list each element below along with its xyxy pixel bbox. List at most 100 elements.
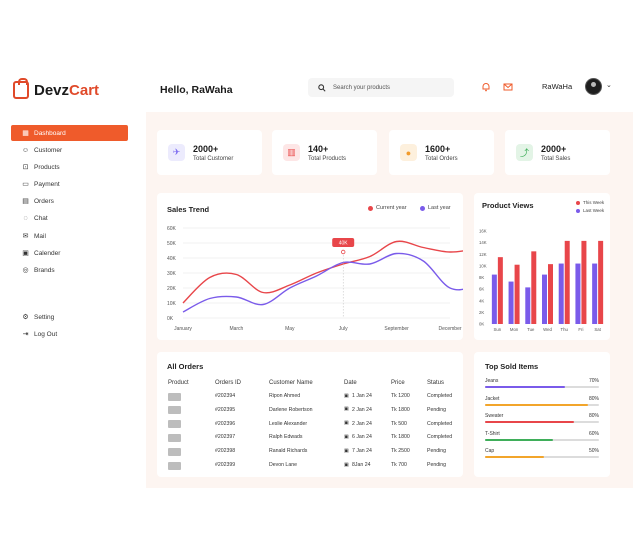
stat-card-sales[interactable]: ⤴ 2000+ Total Sales [505,130,610,175]
calendar-icon: ▣ [344,461,349,468]
progress-track [485,456,599,458]
x-tick-label: Tue [527,327,535,332]
sidebar-item-products[interactable]: ⊡ Products [11,159,128,175]
order-status: Completed [427,393,453,399]
legend-swatch [576,208,580,213]
top-sold-item[interactable]: Sweater 80% [485,413,599,423]
order-price: Tk 500 [391,420,407,427]
customer-name: Ranald Richards [269,448,308,455]
mail-icon[interactable] [503,82,513,92]
stat-card-products[interactable]: ▥ 140+ Total Products [272,130,377,175]
top-sold-item[interactable]: Jeans 70% [485,378,599,388]
sidebar-item-logout[interactable]: ⇥ Log Out [11,326,128,342]
order-price: Tk 1800 [391,406,410,413]
y-tick-label: 2K [479,310,484,315]
gear-icon: ⚙ [22,313,29,321]
x-tick-label: September [384,326,409,332]
sales-trend-card [157,193,463,340]
progress-track [485,386,599,388]
bar-this-week[interactable] [531,251,537,324]
bar-last-week[interactable] [508,281,514,324]
x-tick-label: May [285,326,295,332]
bar-this-week[interactable] [598,240,604,324]
y-tick-label: 0K [479,322,484,327]
sidebar-item-calender[interactable]: ▣ Calender [11,245,128,261]
calendar-icon: ▣ [344,433,349,440]
y-tick-label: 8K [479,275,484,280]
item-percent: 70% [588,378,599,384]
bar-this-week[interactable] [564,240,570,324]
bar-last-week[interactable] [575,263,581,324]
sales-trend-chart[interactable]: 0K 10K 20K 30K 40K 50K 60K January March May July S… [157,193,463,340]
sidebar-item-orders[interactable]: ▤ Orders [11,194,128,210]
stat-label: Total Sales [541,155,571,162]
bar-last-week[interactable] [592,263,598,324]
item-name: T-Shirt [485,430,500,437]
card-icon: ▭ [22,181,29,189]
top-sold-title: Top Sold Items [485,362,539,371]
sidebar-item-dashboard[interactable]: ▦ Dashboard [11,125,128,141]
legend-current-year: Current year [368,205,407,211]
sidebar-item-mail[interactable]: ✉ Mail [11,228,128,244]
calendar-icon: ▣ [344,447,349,454]
y-tick-label: 4K [479,298,484,303]
sidebar-item-customer[interactable]: ☺ Customer [11,142,128,158]
order-date: 6 Jan 24 [352,434,372,441]
bar-this-week[interactable] [497,257,503,324]
order-id: #202398 [215,448,236,455]
sidebar-item-setting[interactable]: ⚙ Setting [11,309,128,325]
search-bar[interactable]: Search your products [308,78,454,97]
sidebar-item-payment[interactable]: ▭ Payment [11,177,128,193]
sidebar-item-label: Mail [34,232,46,240]
users-icon: ☺ [21,146,30,154]
bar-this-week[interactable] [548,264,553,324]
stat-card-orders[interactable]: ● 1600+ Total Orders [389,130,494,175]
bar-last-week[interactable] [558,263,564,324]
cart-icon: ⊡ [22,163,29,171]
bar-last-week[interactable] [525,287,531,324]
x-tick-label: December [438,326,461,332]
bell-icon[interactable] [481,82,491,92]
sidebar-item-label: Customer [34,146,63,154]
stat-label: Total Orders [425,155,458,162]
orders-icon: ▤ [22,198,29,206]
col-header-status: Status [427,380,445,386]
sidebar-item-label: Log Out [34,330,58,338]
bar-this-week[interactable] [581,240,587,324]
stat-card-customers[interactable]: ✈ 2000+ Total Customer [157,130,262,175]
legend-label: Last Week [583,208,605,213]
sidebar-nav: ▦ Dashboard ☺ Customer ⊡ Products ▭ Paym… [11,125,128,280]
order-price: Tk 1800 [391,434,410,441]
top-sold-item[interactable]: Cap 50% [485,448,599,458]
legend-label: Current year [376,205,407,211]
brand-logo[interactable]: DevzCart [13,78,99,99]
sidebar-item-brands[interactable]: ◎ Brands [11,263,128,279]
top-sold-item[interactable]: Jacket 80% [485,396,599,406]
y-tick-label: 20K [167,286,177,292]
avatar[interactable] [585,78,602,95]
sidebar-item-label: Brands [34,267,55,274]
x-tick-label: Wed [543,327,552,332]
legend-label: This Week [583,200,605,205]
top-sold-item[interactable]: T-Shirt 60% [485,430,599,441]
legend-last-week: Last Week [576,208,604,213]
logout-icon: ⇥ [22,330,29,338]
bar-last-week[interactable] [542,274,547,324]
page-greeting: Hello, RaWaha [160,84,233,96]
user-name[interactable]: RaWaHa [542,82,573,91]
search-input[interactable]: Search your products [333,84,391,91]
calendar-icon: ▣ [344,420,349,427]
sales-trend-title: Sales Trend [167,205,210,214]
progress-track [485,438,599,441]
product-views-title: Product Views [482,201,534,210]
product-views-chart[interactable]: 0K 2K 4K 6K 8K 10K 12K 14K 16K Sun Mon Tue Wed Thu Fri… [474,193,610,340]
y-tick-label: 12K [479,252,487,257]
y-tick-label: 10K [167,301,177,307]
chevron-down-icon[interactable]: ⌄ [606,82,612,89]
col-header-product: Product [168,380,189,386]
grid-icon: ▦ [22,129,29,137]
stat-value: 2000+ [541,143,567,154]
bar-last-week[interactable] [491,274,497,324]
sidebar-item-chat[interactable]: ◌ Chat [11,211,128,227]
bar-this-week[interactable] [514,264,520,324]
